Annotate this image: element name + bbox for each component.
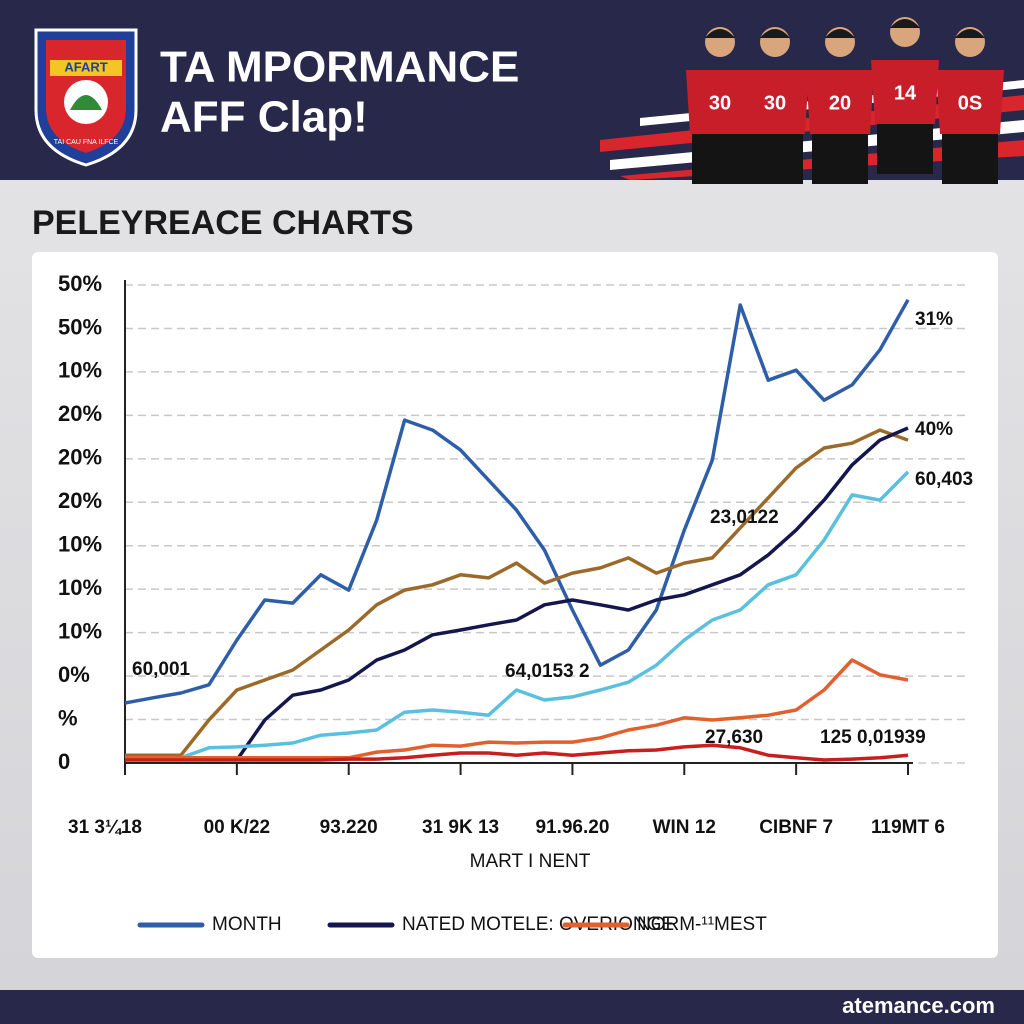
y-tick-label: 0 — [58, 749, 70, 774]
y-tick-label: 20% — [58, 445, 102, 470]
player-shirt — [686, 70, 754, 134]
y-tick-label: 50% — [58, 314, 102, 339]
player-number: 14 — [894, 82, 917, 104]
y-tick-label: 10% — [58, 575, 102, 600]
series-line — [124, 298, 910, 705]
annotation: 64,0153 2 — [505, 661, 590, 682]
player-shorts — [942, 134, 998, 184]
player-hair — [705, 29, 735, 38]
players: 30 30 20 14 0S — [686, 17, 1004, 184]
y-tick-label: % — [58, 705, 78, 730]
player-shorts — [692, 134, 748, 184]
player-shirt — [741, 70, 809, 134]
y-tick-label: 10% — [58, 532, 102, 557]
x-tick-label: WIN 12 — [653, 817, 716, 838]
x-tick-label: 31 9K 13 — [422, 817, 499, 838]
logo-bottom: TAI CAU FNA ILFCE — [54, 139, 119, 146]
series-line — [125, 470, 910, 760]
player-number: 30 — [709, 92, 731, 114]
player-shorts — [747, 134, 803, 184]
y-tick-label: 10% — [58, 618, 102, 643]
chart: 0% 0% 10% 10% 10% 20% 20% 20% 10% 50% 50% 31 3¼18 00… — [58, 271, 973, 935]
player-shorts — [812, 134, 868, 184]
section-title: PELEYREACE CHARTS — [32, 204, 414, 242]
player-shorts — [877, 124, 933, 174]
series-line — [125, 428, 909, 757]
footer-brand: atemance.com — [842, 993, 995, 1018]
header-title: TA MPORMANCE — [160, 43, 519, 92]
series-line — [235, 426, 909, 762]
series-line — [125, 658, 909, 760]
header-subtitle: AFF Clap! — [160, 93, 368, 142]
x-tick-label: 91.96.20 — [535, 817, 609, 838]
legend-label: MONTH — [212, 914, 282, 935]
annotation: 60,403 — [915, 469, 973, 490]
x-tick-label: 93.220 — [320, 817, 378, 838]
y-tick-label: 20% — [58, 488, 102, 513]
chart-card — [32, 252, 998, 958]
footer-bg — [0, 990, 1024, 1024]
x-tick-label: 119MT 6 — [871, 817, 945, 838]
logo: AFART TAI CAU FNA ILFCE — [34, 28, 138, 167]
player-hair — [890, 19, 920, 28]
annotation: 27,630 — [705, 727, 763, 748]
x-tick-label: CIBNF 7 — [759, 817, 833, 838]
annotation: 60,001 — [132, 659, 191, 680]
y-tick-label: 0% — [58, 662, 90, 687]
series-line — [125, 743, 909, 762]
annotation: 40% — [915, 419, 953, 440]
player-shirt — [806, 70, 874, 134]
y-tick-label: 10% — [58, 358, 102, 383]
legend-label: NORM-¹¹MEST — [637, 914, 767, 935]
legend-label: NATED MOTELE: OVERIONGE — [402, 914, 674, 935]
annotation: 125 0,01939 — [820, 727, 926, 748]
player-hair — [760, 29, 790, 38]
logo-top: AFART — [64, 59, 107, 74]
player-hair — [955, 29, 985, 38]
player-shirt — [936, 70, 1004, 134]
player-hair — [825, 29, 855, 38]
x-tick-label: 00 K/22 — [204, 817, 271, 838]
player-number: 20 — [829, 92, 851, 114]
x-tick-label: 31 3¼18 — [68, 817, 142, 838]
player-shirt — [871, 60, 939, 124]
x-axis-title: MART I NENT — [470, 851, 591, 872]
annotation: 31% — [915, 309, 953, 330]
y-tick-label: 20% — [58, 401, 102, 426]
player-number: 0S — [958, 92, 982, 114]
player-number: 30 — [764, 92, 786, 114]
annotation: 23,0122 — [710, 507, 779, 528]
y-tick-label: 50% — [58, 271, 102, 296]
